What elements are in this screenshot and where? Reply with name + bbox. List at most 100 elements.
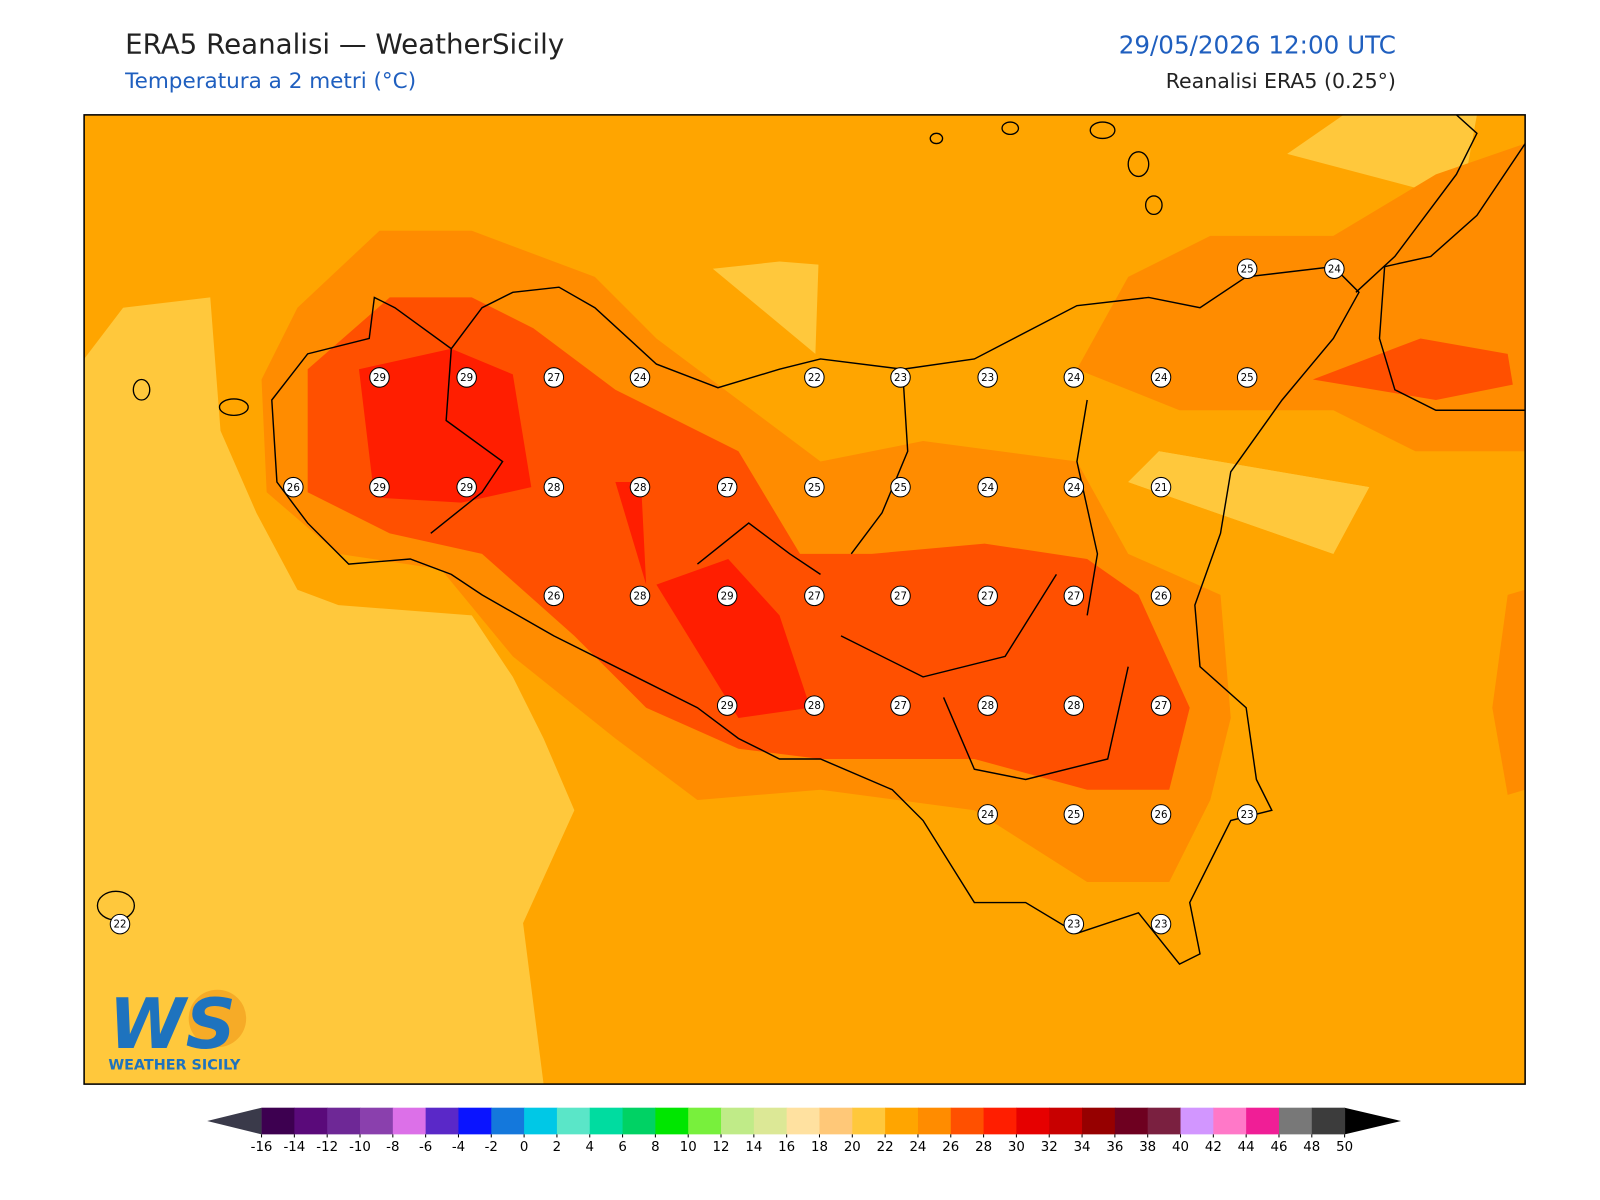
colorbar-tick-label: 30 <box>1008 1140 1025 1155</box>
source: Reanalisi ERA5 (0.25°) <box>1166 69 1396 93</box>
temp-band <box>656 558 811 718</box>
station-value: 24 <box>633 372 646 384</box>
colorbar-tick-label: -8 <box>386 1140 399 1155</box>
colorbar-box <box>917 1107 952 1135</box>
colorbar-tick-label: -16 <box>251 1140 273 1155</box>
temp-band <box>358 348 532 503</box>
station-marker <box>1150 476 1172 498</box>
station-marker <box>369 476 390 498</box>
station-value: 23 <box>1241 809 1254 821</box>
station-value: 28 <box>1067 700 1080 712</box>
province-border <box>840 573 1058 678</box>
station-marker <box>1150 913 1172 935</box>
colorbar-box <box>458 1107 492 1135</box>
colorbar-tick-label: -2 <box>485 1140 498 1155</box>
colorbar-box <box>786 1107 820 1135</box>
colorbar-tick-label: 0 <box>520 1140 528 1155</box>
colorbar-tick-label: 50 <box>1336 1140 1353 1155</box>
station-marker <box>804 367 825 388</box>
station-value: 27 <box>721 482 734 494</box>
temp-band <box>307 297 1190 790</box>
colorbar-box <box>327 1107 361 1135</box>
station-marker <box>1063 804 1085 825</box>
station-value: 29 <box>721 590 734 602</box>
colorbar-box <box>261 1107 295 1135</box>
colorbar-tick-label: 24 <box>909 1140 926 1155</box>
station-marker <box>1063 367 1085 388</box>
station-value: 29 <box>373 372 386 384</box>
colorbar-box <box>655 1107 689 1135</box>
temp-band <box>84 297 575 1085</box>
station-marker <box>1324 258 1345 279</box>
colorbar-box <box>852 1107 886 1135</box>
island <box>132 378 151 401</box>
title: ERA5 Reanalisi — WeatherSicily <box>125 27 564 60</box>
station-marker <box>1150 367 1172 388</box>
colorbar: -16 -14 -12 -10 -8 -6 -4 -2 0 2 4 6 8 10 12 14 16 18 20 22 2… <box>207 1107 1402 1155</box>
island <box>1001 121 1020 136</box>
colorbar-box <box>1213 1107 1247 1135</box>
station-value: 26 <box>547 590 560 602</box>
colorbar-box <box>1147 1107 1182 1135</box>
colorbar-box <box>1114 1107 1149 1135</box>
station-value: 24 <box>1155 372 1168 384</box>
station-value: 29 <box>721 700 734 712</box>
station-marker <box>1236 367 1258 388</box>
station-value: 23 <box>981 372 994 384</box>
station-marker <box>1063 695 1085 716</box>
station-marker <box>543 585 565 607</box>
station-marker <box>1063 476 1085 498</box>
logo-mark: WS <box>109 984 236 1065</box>
colorbar-tick-label: 48 <box>1303 1140 1320 1155</box>
station-value: 27 <box>1155 700 1168 712</box>
station-value: 21 <box>1155 482 1168 494</box>
colorbar-box <box>983 1107 1017 1135</box>
station-value: 27 <box>547 372 560 384</box>
station-value: 28 <box>547 482 560 494</box>
station-marker <box>890 695 911 716</box>
island <box>1127 151 1150 178</box>
colorbar-tick-label: 38 <box>1139 1140 1156 1155</box>
temp-band <box>615 482 647 585</box>
station-marker <box>1150 804 1172 825</box>
colorbar-tick-label: 14 <box>745 1140 762 1155</box>
colorbar-tick-label: 28 <box>975 1140 992 1155</box>
station-marker <box>890 476 911 498</box>
colorbar-tick-label: -6 <box>419 1140 432 1155</box>
station-value: 26 <box>1155 590 1168 602</box>
colorbar-tick-label: -10 <box>349 1140 371 1155</box>
island <box>929 132 944 145</box>
station-marker <box>890 585 911 607</box>
station-marker <box>456 476 477 498</box>
datetime: 29/05/2026 12:00 UTC <box>1119 30 1396 59</box>
station-marker <box>1150 695 1172 716</box>
station-value: 23 <box>1067 919 1080 931</box>
subtitle: Temperatura a 2 metri (°C) <box>124 69 416 94</box>
colorbar-box <box>721 1107 755 1135</box>
station-marker <box>1236 258 1258 279</box>
colorbar-box <box>589 1107 624 1135</box>
colorbar-tick-label: 2 <box>553 1140 561 1155</box>
station-marker <box>716 695 738 716</box>
colorbar-box <box>425 1107 459 1135</box>
colorbar-box <box>1278 1107 1313 1135</box>
colorbar-tick-label: 34 <box>1074 1140 1091 1155</box>
station-value: 22 <box>113 919 126 931</box>
station-value: 24 <box>981 482 994 494</box>
colorbar-box <box>524 1107 558 1135</box>
station-marker <box>543 476 565 498</box>
station-marker <box>283 476 304 498</box>
province-border <box>1076 399 1099 616</box>
map: 25 24 29 29 27 24 22 23 23 24 24 25 26 29 29 28 28 27 25 25… <box>84 114 1526 1085</box>
province-border <box>430 348 504 534</box>
station-value: 26 <box>1155 809 1168 821</box>
station-value: 29 <box>460 372 473 384</box>
colorbar-tick-label: 40 <box>1172 1140 1189 1155</box>
logo-sun <box>188 989 247 1048</box>
station-marker <box>543 367 565 388</box>
station-value: 25 <box>1241 372 1254 384</box>
colorbar-box <box>1082 1107 1116 1135</box>
station-marker <box>804 695 825 716</box>
